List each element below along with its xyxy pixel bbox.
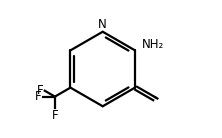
Text: N: N [98,18,107,31]
Text: F: F [37,83,43,97]
Text: NH₂: NH₂ [142,38,164,51]
Text: F: F [35,90,42,103]
Text: F: F [52,109,58,122]
